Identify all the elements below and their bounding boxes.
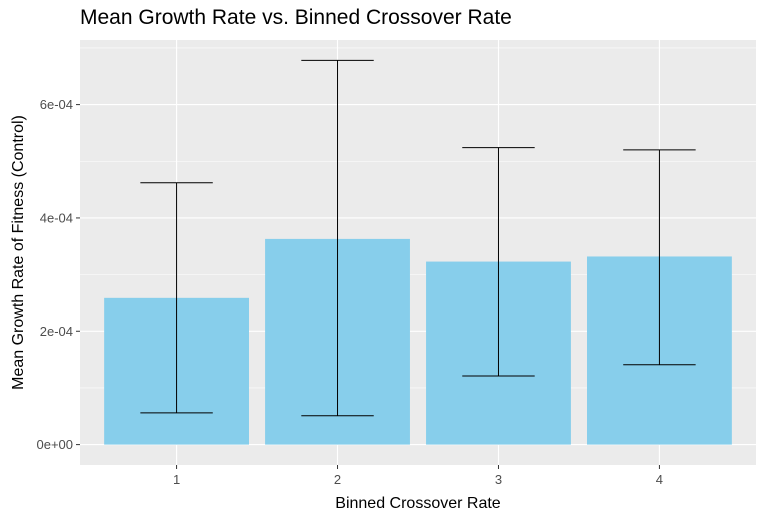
y-tick-label: 2e-04 [40,324,73,339]
y-axis-title: Mean Growth Rate of Fitness (Control) [10,115,27,390]
y-tick-label: 6e-04 [40,97,73,112]
chart-title: Mean Growth Rate vs. Binned Crossover Ra… [80,6,512,29]
error-bars [140,59,696,417]
y-tick-label: 4e-04 [40,210,73,225]
x-axis-ticks: 1 2 3 4 [173,465,663,487]
x-tick-label: 4 [656,472,663,487]
error-bar [623,149,696,366]
y-tick-label: 0e+00 [36,437,73,452]
x-tick-label: 1 [173,472,180,487]
error-bar [462,147,535,377]
error-bar [140,182,213,414]
error-bar [301,59,374,417]
x-tick-label: 3 [495,472,502,487]
x-axis-title: Binned Crossover Rate [335,495,501,512]
x-tick-label: 2 [334,472,341,487]
y-axis-ticks: 0e+00 2e-04 4e-04 6e-04 [36,97,80,452]
